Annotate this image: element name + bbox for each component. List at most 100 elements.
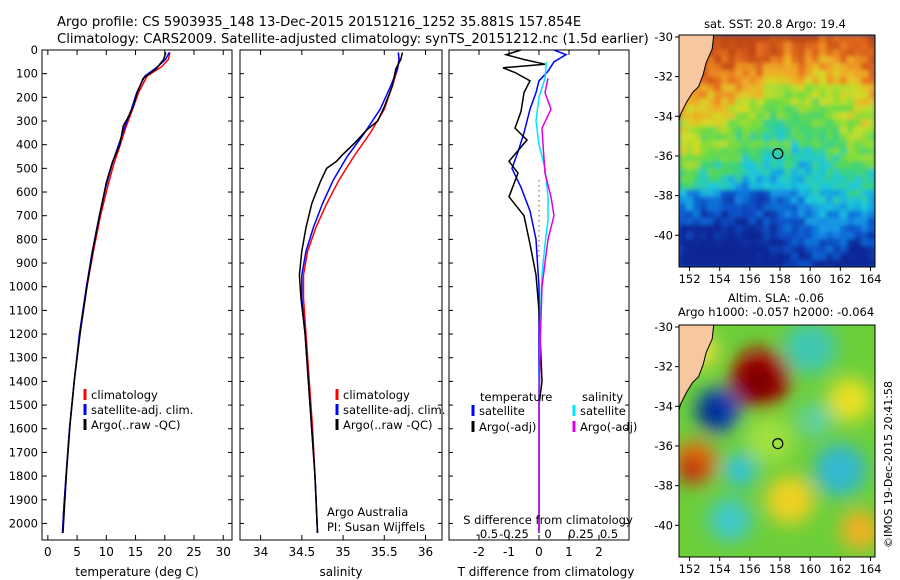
y-tick-label: 100	[16, 67, 38, 81]
sst-cell	[777, 49, 785, 57]
sst-cell	[749, 91, 757, 99]
sst-cell	[756, 140, 764, 149]
sst-cell	[798, 147, 806, 156]
sst-cell	[686, 217, 694, 226]
sst-cell	[763, 210, 771, 219]
sst-cell	[742, 35, 750, 43]
sst-cell	[826, 260, 834, 267]
sst-cell	[749, 245, 757, 254]
sst-cell	[805, 161, 813, 170]
sst-cell	[721, 126, 729, 134]
sst-cell	[840, 98, 848, 106]
sst-cell	[707, 203, 715, 212]
sst-cell	[735, 260, 743, 267]
sst-cell	[700, 147, 708, 156]
sst-cell	[826, 49, 834, 57]
sst-cell	[749, 224, 757, 233]
sst-cell	[784, 77, 792, 85]
sst-cell	[721, 91, 729, 99]
sst-cell	[777, 126, 785, 134]
sst-cell	[819, 238, 827, 247]
sst-cell	[840, 63, 848, 71]
sst-cell	[840, 252, 848, 261]
sst-cell	[728, 35, 736, 43]
sst-cell	[721, 49, 729, 57]
sst-cell	[749, 217, 757, 226]
sst-cell	[679, 231, 687, 240]
sst-cell	[868, 260, 875, 267]
title-line-1: Argo profile: CS 5903935_148 13-Dec-2015…	[57, 15, 581, 30]
sst-cell	[868, 98, 875, 106]
sst-cell	[686, 98, 694, 106]
sst-cell	[714, 245, 722, 254]
sst-cell	[742, 245, 750, 254]
sst-cell	[847, 42, 855, 50]
sst-cell	[735, 245, 743, 254]
sst-cell	[812, 203, 820, 212]
sst-cell	[749, 238, 757, 247]
sst-cell	[728, 260, 736, 267]
sst-cell	[854, 189, 862, 198]
sst-cell	[742, 175, 750, 184]
sst-cell	[756, 154, 764, 163]
sst-cell	[707, 63, 715, 71]
sst-cell	[819, 161, 827, 170]
sst-cell	[854, 238, 862, 247]
sst-cell	[721, 217, 729, 226]
sst-cell	[770, 231, 778, 240]
sst-cell	[784, 182, 792, 191]
sst-cell	[784, 147, 792, 156]
sst-cell	[854, 84, 862, 92]
sst-cell	[847, 231, 855, 240]
sst-cell	[777, 168, 785, 177]
sst-cell	[791, 210, 799, 219]
legend-label: satellite	[580, 404, 626, 418]
sst-cell	[707, 168, 715, 177]
sst-cell	[826, 175, 834, 184]
sst-cell	[728, 196, 736, 205]
sst-cell	[756, 49, 764, 57]
sst-cell	[840, 77, 848, 85]
sst-cell	[833, 161, 841, 170]
sst-cell	[770, 260, 778, 267]
sst-cell	[791, 63, 799, 71]
sst-cell	[812, 91, 820, 99]
sla-blob	[738, 362, 778, 402]
sst-cell	[679, 154, 687, 163]
sst-cell	[714, 35, 722, 43]
sst-cell	[868, 77, 875, 85]
sst-cell	[749, 49, 757, 57]
difference-panel: -2 -1 0 1 2 S difference from climatology -0…	[448, 49, 637, 579]
x-tick-label: 0	[535, 545, 543, 559]
sst-cell	[861, 189, 869, 198]
sst-cell	[756, 260, 764, 267]
map-x-tick-label: 160	[799, 562, 821, 576]
sst-cell	[693, 217, 701, 226]
x-tick-label: 35.5	[371, 545, 398, 559]
sst-cell	[868, 224, 875, 233]
sla-land	[679, 325, 715, 411]
sst-cell	[847, 238, 855, 247]
sst-cell	[798, 217, 806, 226]
sst-cell	[735, 119, 743, 127]
sst-float-marker	[772, 148, 784, 160]
sst-cell	[819, 126, 827, 134]
sst-cell	[756, 70, 764, 78]
sst-cell	[868, 252, 875, 261]
sst-cell	[777, 91, 785, 99]
x-tick-label: 34	[253, 545, 268, 559]
sst-cell	[742, 112, 750, 120]
sst-cell	[728, 175, 736, 184]
sst-cell	[735, 105, 743, 113]
sst-cell	[763, 224, 771, 233]
sst-cell	[826, 147, 834, 156]
sla-map-subtitle: Argo h1000: -0.057 h2000: -0.064	[678, 305, 874, 319]
sst-cell	[700, 189, 708, 198]
sst-cell	[861, 126, 869, 134]
sst-cell	[735, 147, 743, 156]
sst-cell	[833, 203, 841, 212]
sst-cell	[798, 189, 806, 198]
sst-cell	[868, 182, 875, 191]
y-tick-label: 1600	[9, 422, 38, 436]
sst-cell	[728, 70, 736, 78]
